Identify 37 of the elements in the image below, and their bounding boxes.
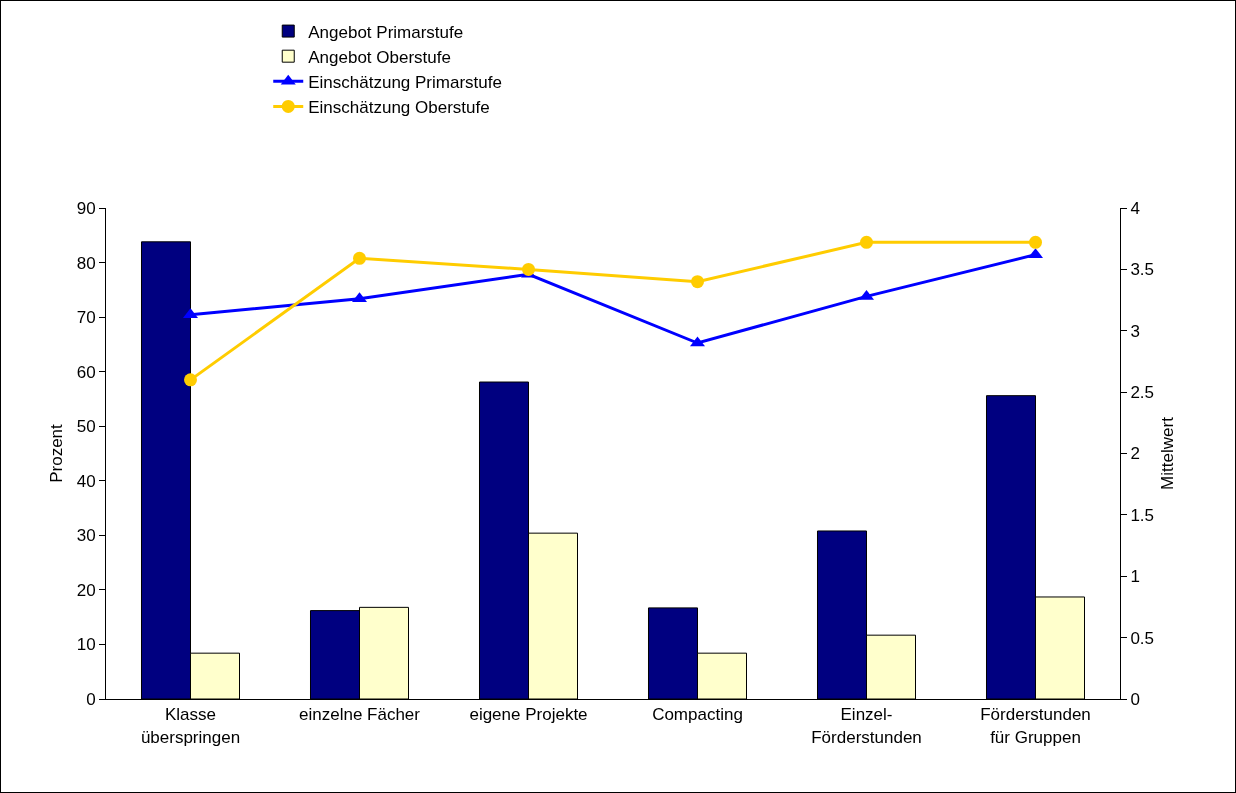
y2-tick-label: 2.5 <box>1130 383 1155 403</box>
y2-tick-label: 2 <box>1130 444 1140 464</box>
x-tick-label: Klasse überspringen <box>140 705 241 747</box>
point <box>353 251 366 265</box>
y-tick-label: 50 <box>76 417 96 437</box>
y-tick-label: 70 <box>76 308 96 328</box>
y-tick-label: 90 <box>76 198 96 218</box>
point <box>691 275 704 289</box>
y2-tick-label: 1 <box>1130 567 1140 587</box>
y-axis-title: Prozent <box>47 423 66 483</box>
legend-label: Einschätzung Oberstufe <box>308 98 490 118</box>
x-tick-label: Einzel-Förderstunden <box>811 705 922 747</box>
point <box>522 262 535 276</box>
x-tick-label: Förderstunden für Gruppen <box>980 705 1091 747</box>
y2-tick-label: 3.5 <box>1130 260 1155 280</box>
y-tick-label: 0 <box>86 689 96 709</box>
y-tick-label: 20 <box>76 580 96 600</box>
x-tick-label: eigene Projekte <box>469 705 588 725</box>
point <box>1029 235 1042 249</box>
point <box>184 373 197 387</box>
legend-label: Angebot Primarstufe <box>308 22 464 42</box>
y2-tick-label: 0.5 <box>1130 628 1155 648</box>
y2-axis-title: Mittelwert <box>1157 416 1177 490</box>
legend-label: Angebot Oberstufe <box>308 47 451 67</box>
y2-tick-label: 3 <box>1130 321 1140 341</box>
y-tick-label: 60 <box>76 362 96 382</box>
x-tick-label: Compacting <box>652 705 743 725</box>
y-tick-label: 40 <box>76 471 96 491</box>
y2-tick-label: 0 <box>1130 689 1140 709</box>
point <box>860 235 873 249</box>
y-tick-label: 30 <box>76 526 96 546</box>
y2-tick-label: 1.5 <box>1130 505 1155 525</box>
y-tick-label: 10 <box>76 635 96 655</box>
y2-tick-label: 4 <box>1130 198 1140 218</box>
x-tick-label: einzelne Fächer <box>299 705 421 725</box>
legend-label: Einschätzung Primarstufe <box>308 72 502 92</box>
y-tick-label: 80 <box>76 253 96 273</box>
